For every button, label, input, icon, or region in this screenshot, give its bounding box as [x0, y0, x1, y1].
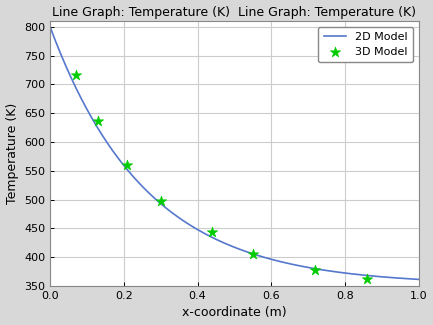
3D Model: [312, 267, 319, 272]
2D Model: [349, 272, 355, 276]
3D Model: [72, 72, 79, 77]
3D Model: [249, 252, 256, 257]
3D Model: [124, 162, 131, 168]
2D Model: [416, 278, 421, 281]
2D Model: [225, 242, 230, 246]
3D Model: [364, 276, 371, 281]
2D Model: [407, 277, 412, 281]
3D Model: [157, 199, 164, 204]
2D Model: [247, 251, 252, 255]
Title: Line Graph: Temperature (K)  Line Graph: Temperature (K): Line Graph: Temperature (K) Line Graph: …: [52, 6, 417, 19]
Y-axis label: Temperature (K): Temperature (K): [6, 103, 19, 204]
2D Model: [48, 25, 53, 29]
2D Model: [223, 241, 228, 245]
3D Model: [209, 230, 216, 235]
Line: 2D Model: 2D Model: [50, 27, 419, 280]
X-axis label: x-coordinate (m): x-coordinate (m): [182, 306, 287, 319]
3D Model: [94, 118, 101, 124]
2D Model: [267, 257, 272, 261]
Legend: 2D Model, 3D Model: 2D Model, 3D Model: [318, 27, 413, 62]
